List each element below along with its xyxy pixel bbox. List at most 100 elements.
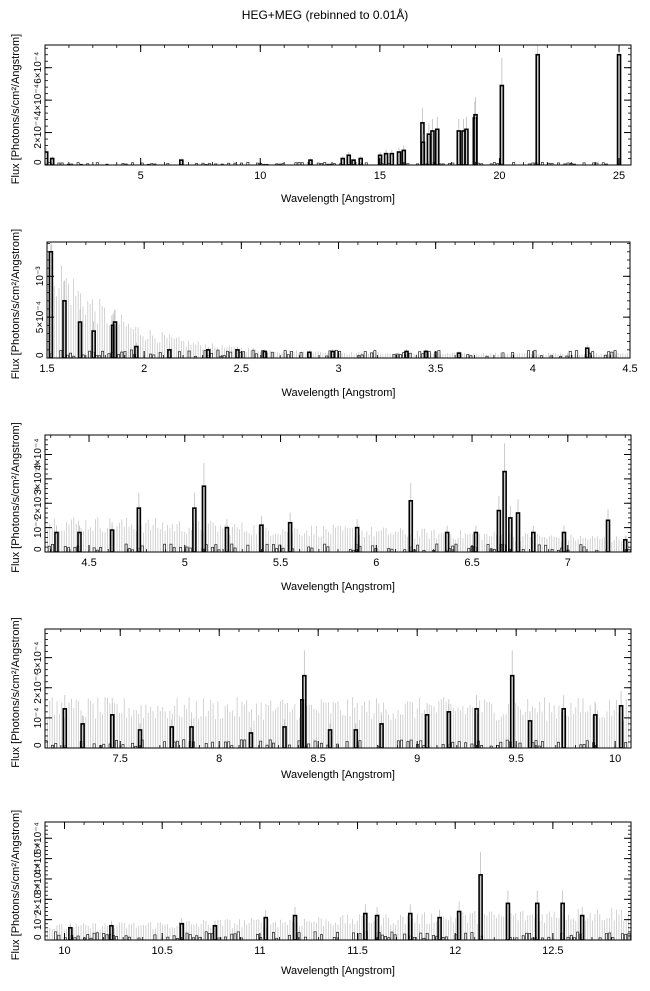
continuum-bin — [345, 741, 349, 748]
continuum-bin — [191, 937, 195, 940]
continuum-bin — [556, 741, 560, 748]
emission-line-bar — [496, 509, 502, 552]
emission-line-bar — [91, 330, 96, 358]
continuum-bin — [227, 741, 231, 748]
x-tick-label: 1.5 — [39, 363, 54, 375]
y-axis-label: Flux [Photons/s/cm²/Angstrom] — [10, 229, 22, 379]
continuum-bin — [299, 352, 303, 358]
x-axis-label: Wavelength [Angstrom] — [281, 769, 395, 781]
continuum-bin — [86, 934, 90, 940]
emission-line-bar — [420, 141, 426, 165]
x-tick-label: 15 — [374, 170, 386, 182]
x-tick-label: 3 — [335, 363, 341, 375]
plot-area — [45, 45, 622, 165]
continuum-bin — [51, 744, 54, 748]
continuum-bin — [210, 352, 213, 358]
continuum-bin — [336, 743, 339, 748]
continuum-bin — [223, 936, 227, 940]
emission-line-bar — [77, 531, 82, 552]
continuum-bin — [360, 354, 364, 358]
emission-line-bar — [354, 526, 360, 552]
y-tick-label: 4×10⁻⁴ — [33, 843, 44, 875]
continuum-bin — [537, 544, 541, 552]
continuum-bin — [371, 545, 375, 552]
y-tick-label: 0 — [35, 352, 46, 358]
emission-line-bar — [456, 352, 462, 358]
continuum-bin — [92, 932, 96, 940]
continuum-bin — [409, 739, 413, 748]
continuum-bin — [229, 351, 233, 358]
continuum-bin — [496, 163, 500, 165]
chart-panel: Wavelength [Angstrom] Flux [Photons/s/cm… — [10, 422, 632, 593]
continuum-bin — [72, 355, 76, 358]
emission-line-bar — [473, 531, 479, 552]
continuum-bin — [307, 546, 311, 552]
continuum-bin — [283, 350, 287, 358]
x-tick-label: 5.5 — [273, 557, 288, 569]
emission-line-bar — [531, 531, 536, 552]
continuum-bin — [441, 744, 445, 748]
continuum-bin — [451, 741, 455, 748]
continuum-bin — [307, 743, 311, 748]
continuum-bin — [246, 544, 250, 552]
continuum-bin — [83, 937, 86, 940]
emission-line-bar — [109, 529, 115, 552]
x-tick-label: 3.5 — [428, 363, 443, 375]
continuum-bin — [255, 934, 259, 940]
chart-panel: Wavelength [Angstrom] Flux [Photons/s/cm… — [10, 617, 632, 781]
continuum-bin — [254, 353, 258, 358]
x-tick-label: 20 — [493, 170, 505, 182]
emission-line-bar — [201, 485, 207, 552]
continuum-bin — [399, 354, 402, 358]
emission-line-bar — [287, 521, 293, 552]
continuum-bin — [387, 548, 391, 552]
emission-line-bar — [401, 149, 407, 165]
plot-frame — [46, 241, 631, 359]
continuum-bin — [358, 740, 362, 748]
continuum-bin — [387, 937, 391, 940]
y-axis-label: Flux [Photons/s/cm²/Angstrom] — [10, 34, 22, 184]
continuum-bin — [390, 548, 394, 552]
emission-line-bar — [509, 674, 515, 748]
continuum-bin — [408, 352, 412, 358]
continuum-bin — [207, 933, 211, 940]
continuum-bin — [486, 543, 490, 552]
x-tick-label: 9 — [414, 753, 420, 765]
emission-line-bar — [605, 519, 611, 552]
continuum-bin — [265, 744, 269, 748]
x-axis-label: Wavelength [Angstrom] — [282, 387, 396, 399]
emission-line-bar — [110, 714, 115, 748]
continuum-bin — [441, 163, 445, 165]
continuum-bin — [310, 547, 314, 552]
continuum-bin — [69, 352, 72, 358]
x-tick-label: 6 — [373, 557, 379, 569]
emission-line-bar — [49, 157, 55, 165]
x-tick-label: 25 — [613, 170, 625, 182]
emission-line-bar — [622, 539, 628, 552]
continuum-bin — [400, 739, 403, 748]
continuum-bin — [121, 163, 125, 165]
emission-line-bar — [618, 705, 624, 748]
continuum-bin — [540, 937, 544, 940]
continuum-bin — [559, 355, 563, 358]
continuum-bin — [534, 740, 538, 748]
emission-line-bar — [134, 345, 139, 358]
y-tick-label: 3×10⁻⁴ — [33, 463, 44, 495]
continuum-bin — [427, 351, 431, 358]
continuum-bin — [131, 742, 135, 748]
continuum-bin — [92, 547, 96, 552]
continuum-bin — [595, 549, 599, 552]
x-tick-label: 11.5 — [347, 945, 368, 957]
continuum-bin — [185, 932, 189, 940]
continuum-bin — [275, 548, 279, 552]
continuum-bin — [470, 743, 474, 748]
emission-line-bar — [302, 674, 307, 748]
continuum-bin — [127, 936, 131, 940]
y-tick-label: 0 — [33, 159, 44, 165]
y-tick-label: 2×10⁻⁴ — [33, 487, 44, 519]
x-tick-label: 2 — [141, 363, 147, 375]
y-tick-label: 5×10⁻⁴ — [35, 301, 46, 333]
continuum-bin — [370, 352, 374, 358]
emission-line-bar — [456, 130, 462, 165]
continuum-bin — [595, 162, 599, 165]
